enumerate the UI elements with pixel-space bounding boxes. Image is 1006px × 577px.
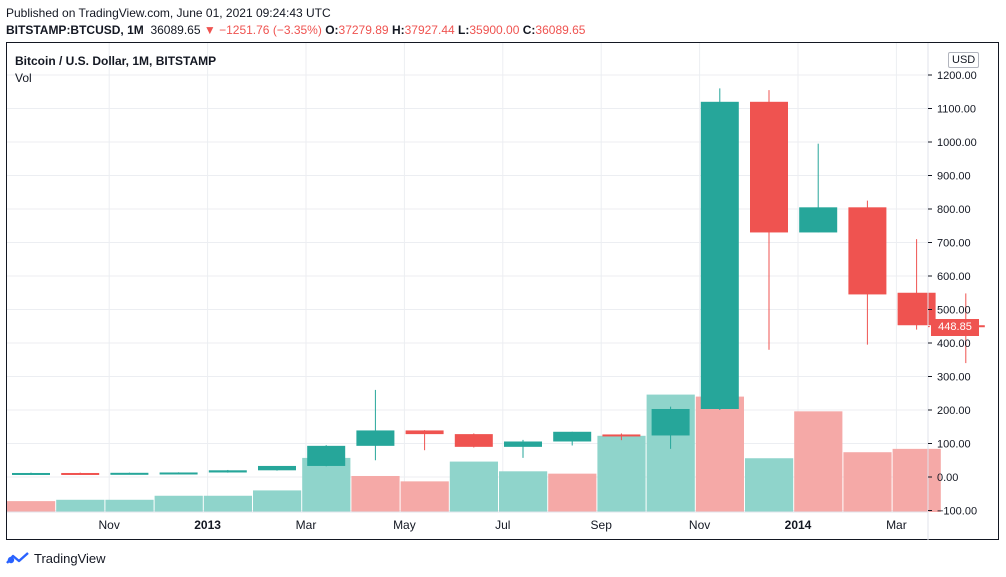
candle-body [110,472,149,475]
volume-bar [302,457,351,512]
candle-body [307,445,346,466]
time-tick-label: Sep [591,518,613,532]
candle-body [405,430,444,435]
price-tick-label: 600.00 [937,271,971,283]
published-note: Published on TradingView.com, June 01, 2… [6,6,331,20]
price-tick-label: 1000.00 [937,137,977,149]
price-tick-label: 100.00 [937,439,971,451]
volume-bar [597,435,646,512]
candle-body [897,292,936,326]
high-value: 37927.44 [404,23,455,37]
change-value: −1251.76 (−3.35%) [219,23,322,37]
brand-name: TradingView [34,550,106,566]
last-price: 36089.65 [150,23,201,37]
volume-bar [794,411,843,512]
candle-body [553,431,592,442]
change-arrow-icon: ▼ [203,23,216,37]
candle-body [504,441,542,447]
time-tick-label: May [393,518,416,532]
price-tick-label: 800.00 [937,204,971,216]
candle-body [848,207,887,295]
candle-body [799,207,838,233]
open-value: 37279.89 [338,23,389,37]
price-tick-label: −100.00 [937,506,977,518]
footer-brand[interactable]: TradingView [6,548,106,568]
price-tick-label: 1100.00 [937,104,976,116]
last-price-tag: 448.85 [931,319,979,336]
price-tick-label: 500.00 [937,305,971,317]
price-tick-label: 300.00 [937,372,971,384]
candle-body [208,470,247,473]
candle-body [159,472,198,475]
candle-body [12,472,50,475]
volume-bar [253,490,302,512]
candle-body [454,434,493,447]
time-tick-label: 2013 [194,518,221,532]
tradingview-logo-icon [6,552,29,564]
volume-bar [7,501,56,512]
ohlc-readout: BITSTAMP:BTCUSD, 1M 36089.65 ▼ −1251.76 … [6,23,585,37]
candle-body [61,472,100,475]
candle-body [651,408,690,436]
time-tick-label: Nov [689,518,710,532]
volume-bar [400,481,449,512]
time-tick-label: Nov [99,518,120,532]
volume-bar [843,452,892,512]
open-label: O: [325,23,339,37]
symbol-label: BITSTAMP:BTCUSD, 1M [6,23,144,37]
candle-body [356,430,395,446]
low-value: 35900.00 [469,23,520,37]
volume-bar [449,461,498,512]
price-tick-label: 0.00 [937,472,958,484]
volume-bar [745,458,794,512]
time-tick-label: Mar [296,518,317,532]
volume-bar [351,475,400,512]
low-label: L: [458,23,470,37]
time-tick-label: Mar [886,518,907,532]
volume-bar [203,495,252,512]
candle-body [700,101,739,409]
volume-bar [56,499,105,512]
volume-bar [105,499,154,512]
candle-body [750,101,788,233]
volume-bar [548,473,597,512]
chart-frame[interactable] [6,42,999,540]
candle-body [602,434,641,437]
volume-bar [499,471,548,512]
price-tick-label: 1200.00 [937,70,977,82]
high-label: H: [391,23,405,37]
volume-bar [154,495,203,512]
currency-badge[interactable]: USD [948,52,980,68]
volume-bar [892,448,941,512]
time-tick-label: 2014 [785,518,812,532]
chart-legend-title: Bitcoin / U.S. Dollar, 1M, BITSTAMP [15,54,217,68]
close-value: 36089.65 [535,23,586,37]
volume-legend: Vol [15,71,32,85]
price-tick-label: 200.00 [937,405,971,417]
time-tick-label: Jul [495,518,510,532]
candle-body [258,465,296,471]
price-tick-label: 700.00 [937,238,971,250]
price-tick-label: 400.00 [937,338,971,350]
price-tick-label: 900.00 [937,171,971,183]
volume-bar [695,396,744,512]
close-label: C: [522,23,536,37]
